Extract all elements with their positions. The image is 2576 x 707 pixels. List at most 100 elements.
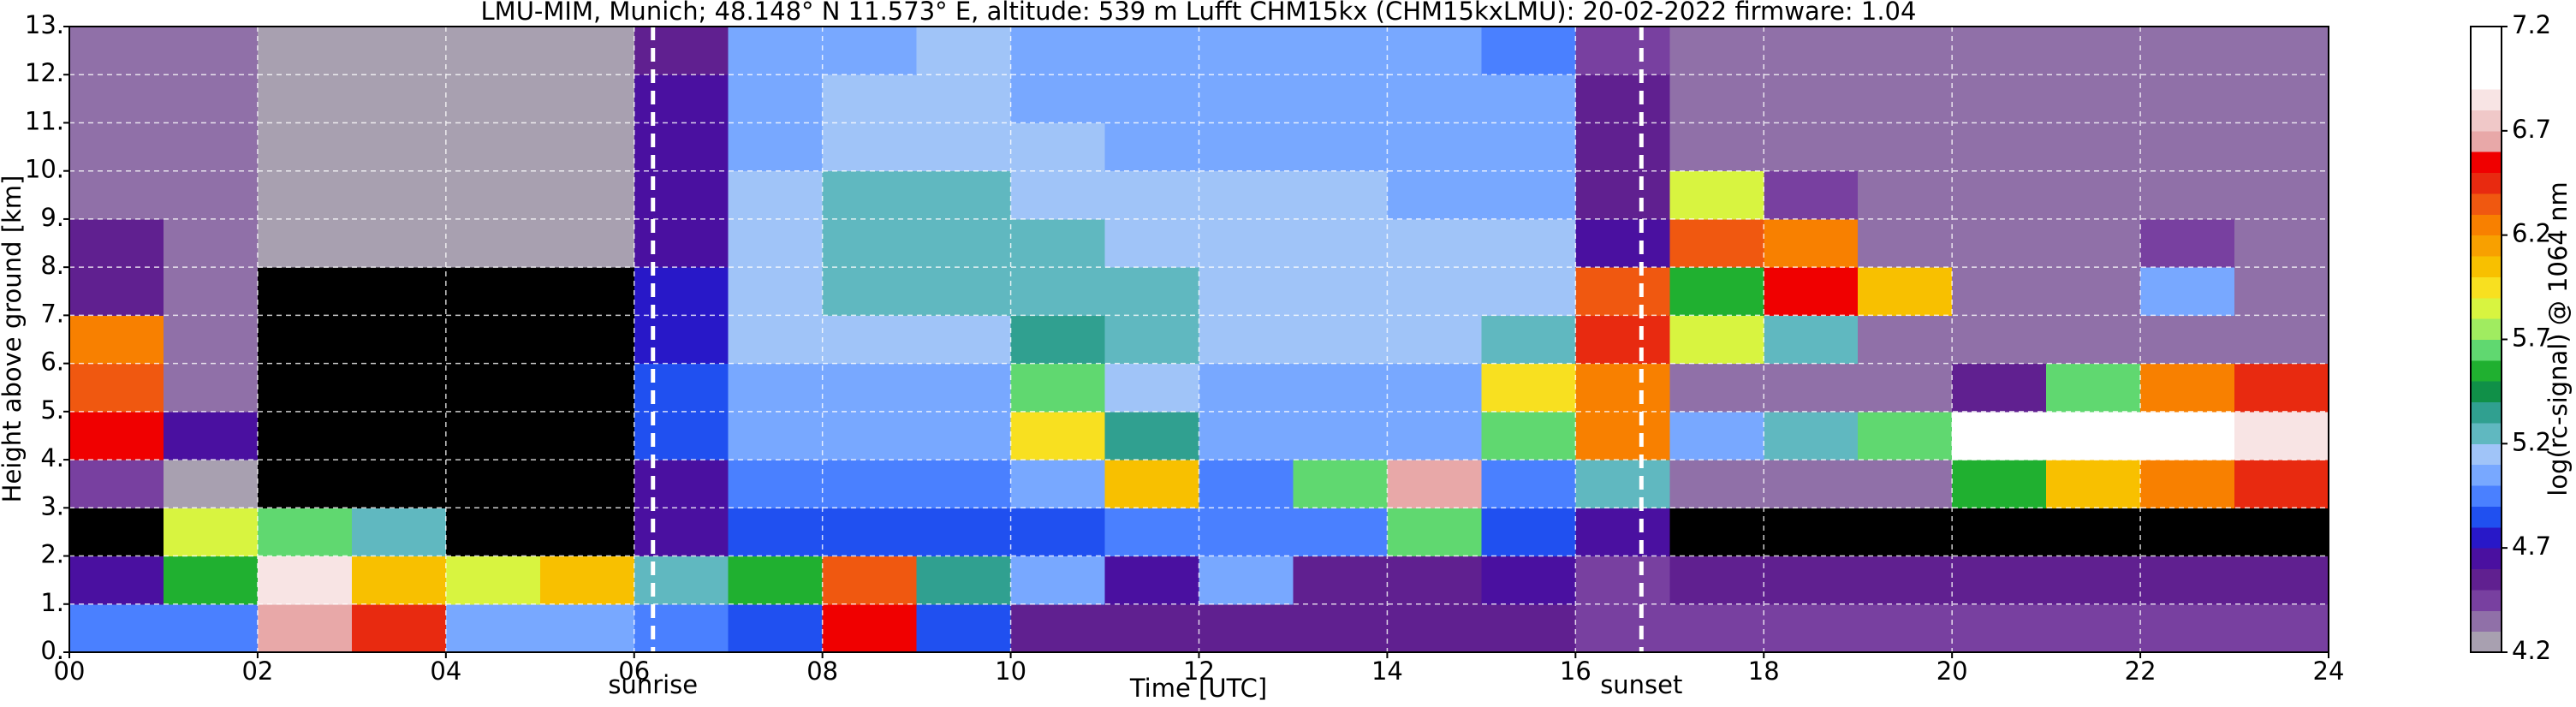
colorbar-swatch: [2471, 214, 2502, 236]
heatmap-cell: [822, 218, 918, 268]
heatmap-cell: [539, 603, 635, 653]
colorbar-swatch: [2471, 422, 2502, 444]
heatmap-cell: [539, 170, 635, 220]
heatmap-cell: [2234, 556, 2329, 605]
heatmap-cell: [1858, 267, 1953, 316]
heatmap-cell: [1387, 74, 1482, 123]
heatmap-cell: [351, 122, 447, 172]
heatmap-cell: [445, 122, 541, 172]
colorbar-swatch: [2471, 47, 2502, 69]
x-tick-label: 14: [1371, 656, 1403, 686]
heatmap-cell: [822, 556, 918, 605]
heatmap-cell: [2140, 603, 2235, 653]
heatmap-cell: [1952, 267, 2047, 316]
heatmap-cell: [539, 411, 635, 460]
heatmap-cell: [1199, 74, 1294, 123]
heatmap-cell: [163, 411, 259, 460]
colorbar-swatch: [2471, 318, 2502, 340]
heatmap-cell: [1575, 122, 1670, 172]
heatmap-cell: [1481, 122, 1576, 172]
heatmap-cell: [1010, 508, 1106, 557]
heatmap-cell: [1481, 218, 1576, 268]
colorbar-swatch: [2471, 68, 2502, 90]
x-tick-label: 16: [1560, 656, 1591, 686]
heatmap-cell: [1387, 218, 1482, 268]
heatmap-cell: [1669, 170, 1764, 220]
heatmap-cell: [1293, 460, 1388, 508]
heatmap-cell: [1764, 556, 1859, 605]
heatmap-cell: [1575, 411, 1670, 460]
x-tick-label: 02: [241, 656, 273, 686]
heatmap-cell: [1010, 218, 1106, 268]
colorbar-swatch: [2471, 172, 2502, 194]
heatmap-cell: [2140, 267, 2235, 316]
colorbar-swatch: [2471, 631, 2502, 653]
heatmap-cell: [69, 315, 164, 365]
heatmap-cell: [1104, 74, 1199, 123]
colorbar-swatch: [2471, 256, 2502, 277]
heatmap-cell: [822, 411, 918, 460]
heatmap-cell: [445, 460, 541, 508]
heatmap-cell: [257, 122, 353, 172]
heatmap-cell: [1669, 508, 1764, 557]
heatmap-cell: [1387, 267, 1482, 316]
heatmap-cell: [1387, 315, 1482, 365]
heatmap-cell: [728, 315, 824, 365]
heatmap-cell: [1293, 508, 1388, 557]
heatmap-cell: [2140, 460, 2235, 508]
heatmap-cell: [1764, 122, 1859, 172]
heatmap-cell: [1010, 122, 1106, 172]
heatmap-cell: [1575, 508, 1670, 557]
heatmap-cell: [1669, 74, 1764, 123]
heatmap-cell: [1387, 122, 1482, 172]
heatmap-cell: [2046, 603, 2141, 653]
heatmap-cell: [69, 460, 164, 508]
heatmap-cell: [1764, 74, 1859, 123]
heatmap-cell: [351, 218, 447, 268]
heatmap-cell: [822, 267, 918, 316]
heatmap-cell: [163, 218, 259, 268]
heatmap-cell: [916, 218, 1012, 268]
heatmap-cell: [1387, 508, 1482, 557]
heatmap-cell: [1010, 27, 1106, 75]
heatmap-cell: [1481, 603, 1576, 653]
heatmap-cell: [1481, 508, 1576, 557]
annotation-label: sunset: [1600, 670, 1682, 699]
heatmap-cell: [1669, 460, 1764, 508]
heatmap-cell: [1669, 218, 1764, 268]
heatmap-cell: [539, 460, 635, 508]
colorbar-swatch: [2471, 297, 2502, 319]
heatmap-cell: [728, 603, 824, 653]
heatmap-cell: [1952, 170, 2047, 220]
heatmap-cell: [1104, 218, 1199, 268]
heatmap-cell: [916, 603, 1012, 653]
heatmap-cell: [1481, 170, 1576, 220]
heatmap-cell: [1952, 363, 2047, 413]
heatmap-cell: [2046, 508, 2141, 557]
y-tick-label: 13.: [25, 10, 64, 39]
heatmap-cell: [2234, 411, 2329, 460]
heatmap-cell: [257, 267, 353, 316]
y-tick-label: 1.: [40, 588, 64, 617]
y-tick-label: 10.: [25, 155, 64, 184]
heatmap-cell: [634, 363, 729, 413]
heatmap-cell: [2046, 74, 2141, 123]
heatmap-cell: [257, 27, 353, 75]
colorbar-swatch: [2471, 506, 2502, 528]
heatmap-cell: [2140, 556, 2235, 605]
heatmap-cell: [1481, 267, 1576, 316]
heatmap-cell: [1199, 508, 1294, 557]
heatmap-cell: [1669, 411, 1764, 460]
heatmap-cell: [69, 411, 164, 460]
colorbar-swatch: [2471, 89, 2502, 110]
heatmap-cell: [634, 556, 729, 605]
heatmap-cell: [69, 508, 164, 557]
heatmap-cell: [2234, 460, 2329, 508]
heatmap-cell: [1952, 460, 2047, 508]
heatmap-cell: [728, 218, 824, 268]
colorbar-label: log(rc-signal) @ 1064 nm: [2543, 181, 2573, 496]
heatmap-cell: [1104, 411, 1199, 460]
heatmap-cell: [69, 556, 164, 605]
heatmap-cell: [2046, 122, 2141, 172]
heatmap-cell: [351, 170, 447, 220]
